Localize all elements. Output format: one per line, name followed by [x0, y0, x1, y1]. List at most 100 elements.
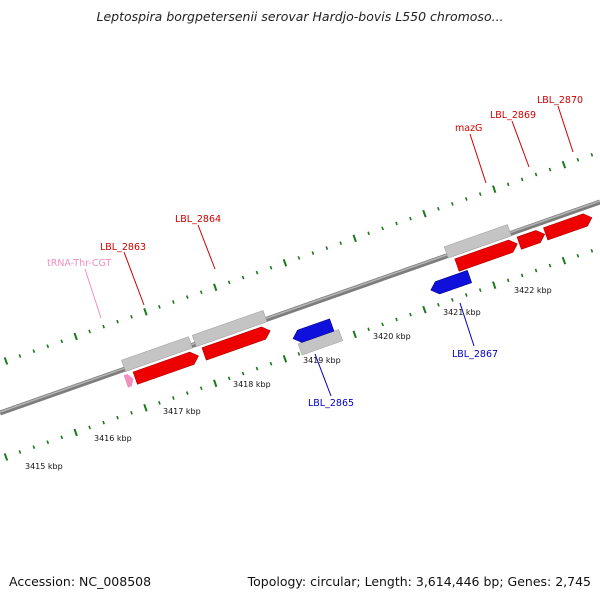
major-tick — [422, 209, 427, 218]
minor-tick — [185, 391, 189, 395]
major-tick — [422, 305, 427, 314]
minor-tick — [478, 288, 482, 292]
minor-tick — [297, 352, 301, 356]
leader-line — [459, 302, 475, 347]
minor-tick — [46, 440, 50, 445]
minor-tick — [255, 270, 259, 275]
minor-tick — [199, 386, 203, 391]
minor-tick — [506, 278, 510, 283]
major-tick — [352, 330, 357, 339]
minor-tick — [158, 305, 161, 309]
scale-label: 3422 kbp — [514, 286, 552, 295]
minor-tick — [395, 221, 398, 226]
major-tick — [143, 403, 148, 412]
minor-tick — [506, 182, 510, 187]
gene-arrow-LBL_2869[interactable] — [516, 228, 547, 250]
cds-bar[interactable] — [121, 336, 193, 372]
minor-tick — [548, 167, 552, 172]
minor-tick — [576, 157, 580, 162]
minor-tick — [437, 206, 440, 211]
feature-label: LBL_2870 — [537, 95, 583, 106]
feature-label: tRNA-Thr-CGT — [47, 258, 111, 269]
minor-tick — [269, 361, 273, 366]
minor-tick — [548, 263, 552, 268]
feature-label: LBL_2869 — [490, 110, 536, 121]
minor-tick — [88, 329, 91, 334]
minor-tick — [381, 322, 384, 327]
gene-arrow-LBL_2863[interactable] — [132, 350, 201, 385]
accession-text: Accession: NC_008508 — [9, 574, 152, 589]
feature-label: LBL_2863 — [100, 242, 146, 253]
minor-tick — [464, 293, 468, 297]
feature-label: LBL_2864 — [175, 214, 221, 225]
minor-tick — [116, 415, 119, 420]
major-tick — [492, 281, 497, 290]
major-tick — [73, 428, 78, 437]
scale-label: 3415 kbp — [25, 462, 63, 471]
scale-label: 3418 kbp — [233, 380, 271, 389]
leader-line — [469, 133, 487, 184]
major-tick — [213, 283, 218, 292]
major-tick — [561, 256, 567, 265]
cds-bar[interactable] — [443, 224, 512, 259]
minor-tick — [590, 248, 594, 253]
minor-tick — [18, 354, 22, 358]
minor-tick — [269, 265, 273, 270]
minor-tick — [199, 290, 203, 295]
minor-tick — [241, 371, 245, 376]
minor-tick — [60, 435, 64, 440]
scale-label: 3420 kbp — [373, 332, 411, 341]
gene-arrow-LBL_2864[interactable] — [201, 325, 272, 361]
minor-tick — [130, 314, 133, 319]
feature-track — [121, 212, 594, 388]
minor-tick — [409, 312, 412, 317]
minor-tick — [255, 366, 259, 371]
minor-tick — [130, 410, 133, 415]
gene-arrow-mazG[interactable] — [454, 238, 520, 272]
minor-tick — [367, 327, 370, 332]
minor-tick — [18, 450, 22, 454]
major-tick — [561, 160, 567, 169]
gene-arrow-LBL_2867[interactable] — [429, 270, 473, 296]
minor-tick — [325, 246, 329, 250]
feature-label: LBL_2867 — [452, 349, 498, 360]
minor-tick — [116, 319, 119, 324]
minor-tick — [576, 253, 580, 258]
minor-tick — [409, 216, 412, 221]
minor-tick — [464, 197, 468, 201]
scale-label: 3417 kbp — [163, 407, 201, 416]
scale-label: 3416 kbp — [94, 434, 132, 443]
minor-tick — [60, 339, 64, 344]
major-tick — [3, 357, 9, 365]
minor-tick — [395, 317, 398, 322]
leader-line — [314, 353, 332, 397]
minor-tick — [478, 192, 482, 196]
map-title: Leptospira borgpetersenii serovar Hardjo… — [96, 9, 504, 24]
minor-tick — [297, 256, 301, 260]
gene-arrow-LBL_2865[interactable] — [291, 318, 335, 345]
major-tick — [3, 453, 9, 461]
scale-label: 3419 kbp — [303, 356, 341, 365]
leader-line — [557, 105, 574, 153]
feature-label: LBL_2865 — [308, 398, 354, 409]
gene-arrow-LBL_2870[interactable] — [543, 212, 594, 241]
minor-tick — [367, 231, 370, 236]
minor-tick — [381, 226, 384, 231]
minor-tick — [437, 302, 440, 307]
major-tick — [282, 258, 288, 267]
minor-tick — [520, 177, 524, 182]
trna-arrow[interactable] — [123, 373, 136, 388]
minor-tick — [451, 298, 454, 302]
minor-tick — [534, 172, 538, 177]
minor-tick — [172, 300, 175, 304]
major-tick — [73, 332, 78, 341]
minor-tick — [311, 251, 315, 255]
minor-tick — [102, 420, 105, 425]
leader-line — [123, 251, 145, 306]
upper-tick-track — [3, 152, 594, 365]
cds-bar[interactable] — [191, 310, 268, 347]
minor-tick — [185, 295, 189, 299]
minor-tick — [88, 425, 91, 430]
minor-tick — [227, 280, 231, 285]
